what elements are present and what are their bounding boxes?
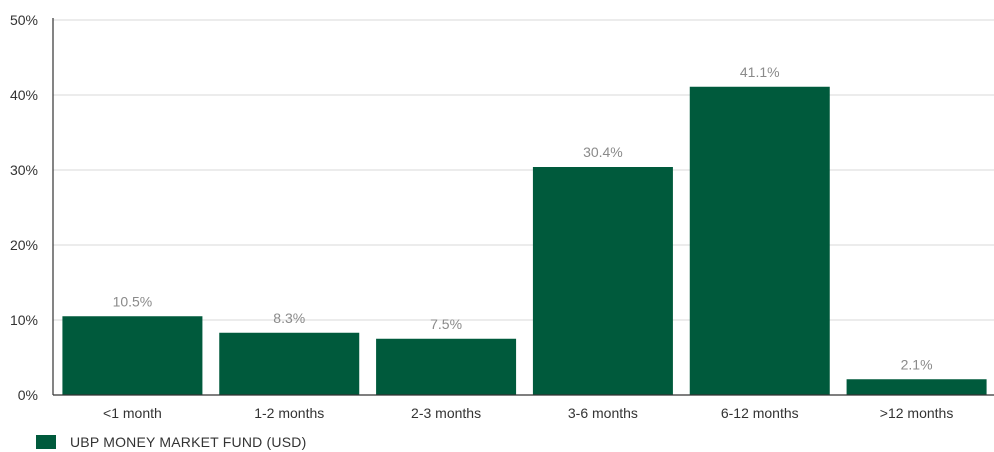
bar: [376, 338, 517, 395]
bar-value-label: 2.1%: [901, 356, 933, 372]
bar: [219, 332, 360, 395]
y-tick-label: 50%: [10, 12, 38, 28]
legend: UBP MONEY MARKET FUND (USD): [36, 434, 306, 450]
bar-value-label: 41.1%: [740, 64, 780, 80]
y-tick-label: 10%: [10, 312, 38, 328]
x-category-label: 6-12 months: [721, 405, 799, 421]
bar-value-label: 10.5%: [113, 293, 153, 309]
legend-label: UBP MONEY MARKET FUND (USD): [70, 434, 307, 450]
x-category-label: 1-2 months: [254, 405, 324, 421]
bar: [62, 316, 203, 395]
bar-chart: 0% 10% 20% 30% 40% 50% 10.5% <1 month 8.3% 1-2 mo…: [10, 12, 994, 421]
bar: [689, 86, 830, 395]
bar-value-label: 8.3%: [273, 310, 305, 326]
x-category-label: 3-6 months: [568, 405, 638, 421]
x-category-label: 2-3 months: [411, 405, 481, 421]
x-category-label: <1 month: [103, 405, 162, 421]
bar: [846, 379, 987, 395]
y-tick-label: 20%: [10, 237, 38, 253]
bar: [532, 167, 673, 395]
y-tick-label: 0%: [18, 387, 38, 403]
bar-value-label: 7.5%: [430, 316, 462, 332]
x-category-label: >12 months: [880, 405, 954, 421]
bar-value-label: 30.4%: [583, 144, 623, 160]
legend-swatch: [36, 435, 56, 449]
y-tick-label: 40%: [10, 87, 38, 103]
y-tick-label: 30%: [10, 162, 38, 178]
